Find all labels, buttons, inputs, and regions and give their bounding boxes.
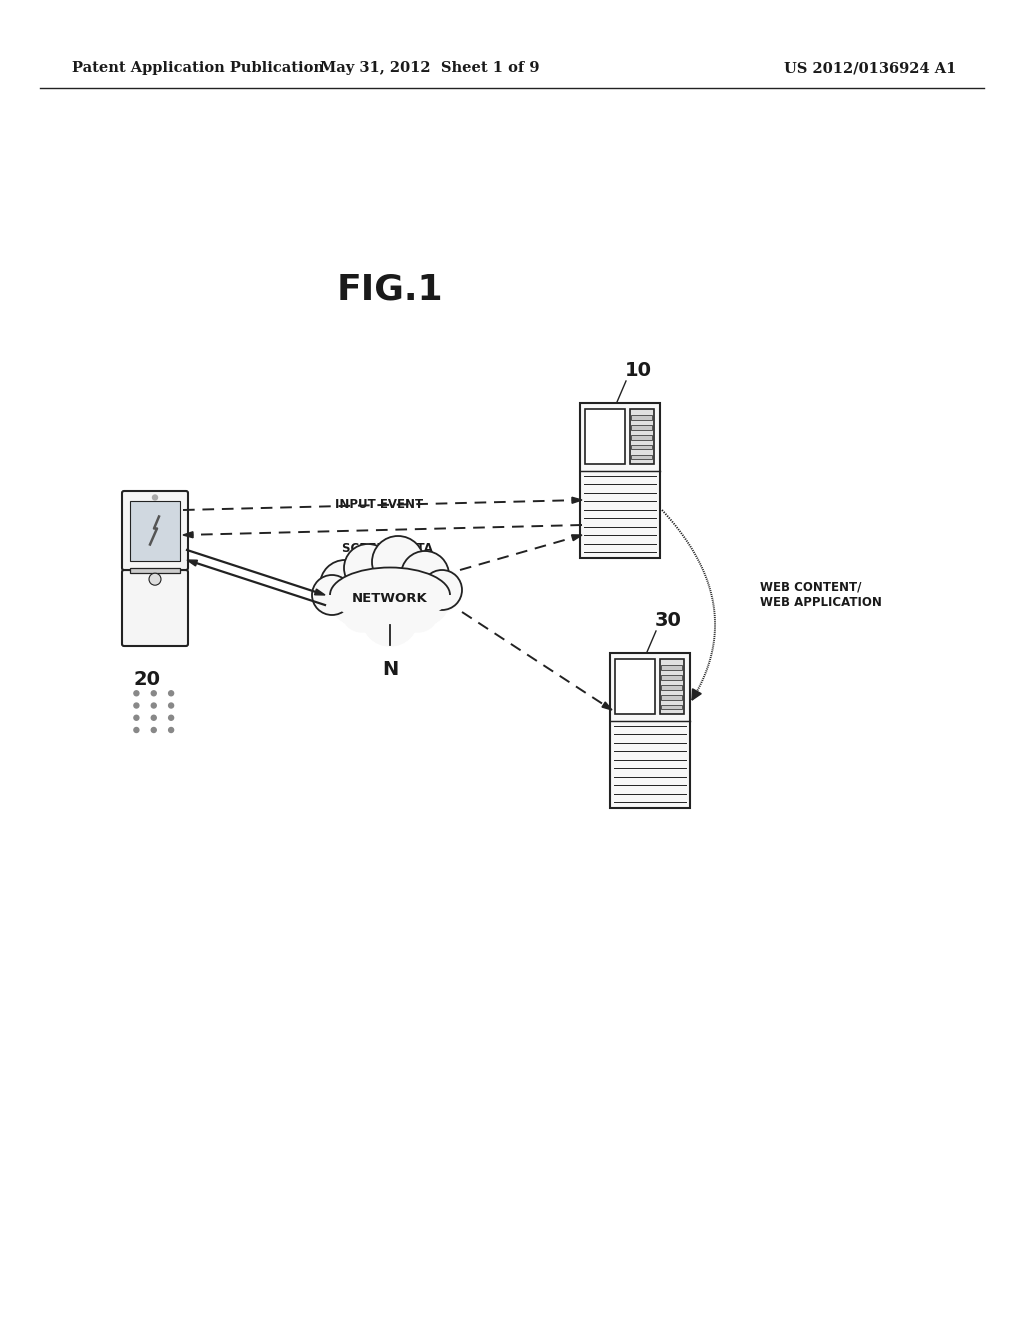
- Polygon shape: [314, 589, 325, 595]
- Text: NETWORK: NETWORK: [352, 591, 428, 605]
- Circle shape: [319, 560, 370, 610]
- Bar: [630, 409, 653, 463]
- Bar: [631, 455, 652, 459]
- Circle shape: [330, 570, 386, 626]
- Bar: [585, 409, 625, 463]
- Text: FIG.1: FIG.1: [337, 273, 443, 308]
- Circle shape: [134, 727, 139, 733]
- Text: SCREEN DATA: SCREEN DATA: [342, 541, 433, 554]
- Circle shape: [344, 544, 392, 591]
- Text: US 2012/0136924 A1: US 2012/0136924 A1: [783, 61, 956, 75]
- Circle shape: [152, 704, 157, 708]
- Circle shape: [153, 495, 158, 500]
- Bar: [662, 696, 682, 700]
- Text: 10: 10: [625, 360, 651, 380]
- Text: INPUT EVENT: INPUT EVENT: [335, 499, 423, 511]
- Bar: [631, 416, 652, 420]
- Polygon shape: [187, 560, 198, 566]
- Bar: [662, 705, 682, 709]
- Circle shape: [169, 704, 174, 708]
- Polygon shape: [183, 532, 194, 537]
- Circle shape: [152, 690, 157, 696]
- Polygon shape: [571, 535, 582, 541]
- Ellipse shape: [330, 568, 450, 623]
- Circle shape: [150, 573, 161, 585]
- Bar: [610, 653, 690, 808]
- Circle shape: [422, 570, 462, 610]
- FancyBboxPatch shape: [122, 491, 188, 570]
- Text: WEB CONTENT/
WEB APPLICATION: WEB CONTENT/ WEB APPLICATION: [760, 581, 882, 609]
- Circle shape: [134, 715, 139, 721]
- Circle shape: [342, 591, 382, 632]
- Bar: [631, 425, 652, 429]
- Circle shape: [152, 715, 157, 721]
- Circle shape: [394, 570, 450, 626]
- Polygon shape: [572, 498, 582, 503]
- Bar: [631, 436, 652, 440]
- Polygon shape: [692, 689, 701, 700]
- Bar: [130, 568, 180, 573]
- Bar: [130, 500, 180, 561]
- Polygon shape: [602, 702, 612, 710]
- Text: 20: 20: [133, 671, 161, 689]
- Text: May 31, 2012  Sheet 1 of 9: May 31, 2012 Sheet 1 of 9: [321, 61, 540, 75]
- Text: N: N: [382, 660, 398, 678]
- Bar: [580, 403, 660, 558]
- Circle shape: [169, 690, 174, 696]
- Circle shape: [398, 591, 438, 632]
- Circle shape: [169, 715, 174, 721]
- Circle shape: [372, 536, 424, 587]
- Text: 30: 30: [654, 611, 681, 630]
- Bar: [662, 665, 682, 669]
- Bar: [662, 676, 682, 680]
- Text: Patent Application Publication: Patent Application Publication: [72, 61, 324, 75]
- Circle shape: [362, 590, 418, 645]
- Circle shape: [134, 690, 139, 696]
- Circle shape: [352, 552, 428, 628]
- Circle shape: [152, 727, 157, 733]
- Circle shape: [418, 568, 462, 612]
- Circle shape: [312, 576, 352, 615]
- Bar: [662, 685, 682, 689]
- Bar: [614, 659, 655, 714]
- Circle shape: [169, 727, 174, 733]
- Circle shape: [401, 550, 449, 599]
- Circle shape: [349, 543, 401, 594]
- Circle shape: [379, 543, 431, 594]
- Circle shape: [134, 704, 139, 708]
- FancyBboxPatch shape: [122, 570, 188, 645]
- Bar: [631, 445, 652, 450]
- Bar: [659, 659, 684, 714]
- Circle shape: [318, 568, 362, 612]
